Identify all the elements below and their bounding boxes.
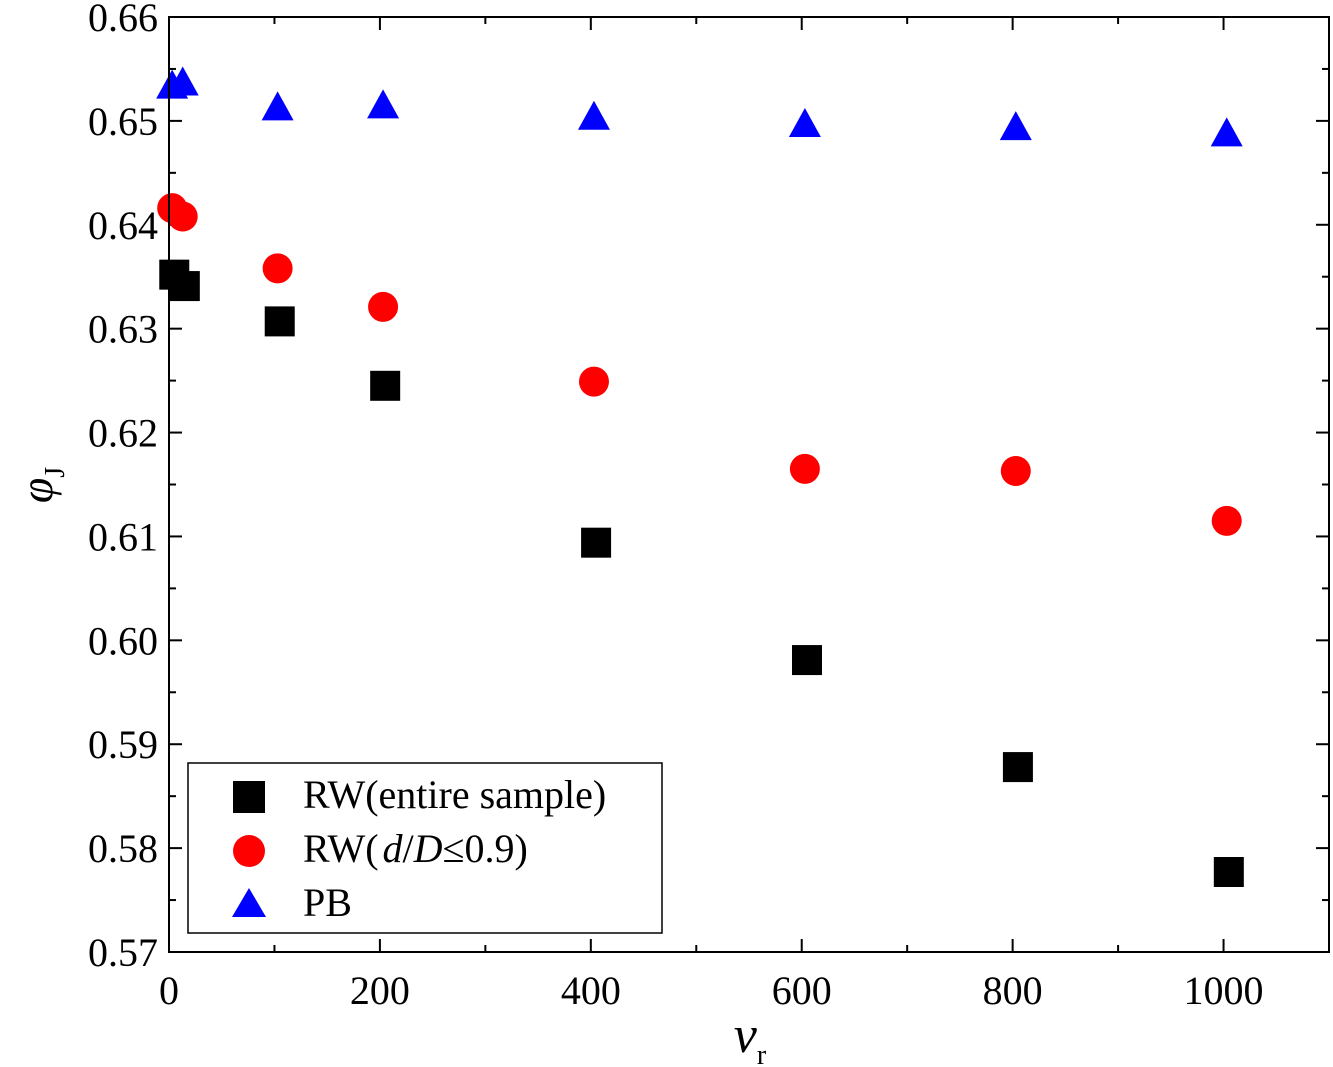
rw-d-over-d-point xyxy=(789,453,820,484)
legend-label-pb: PB xyxy=(303,880,352,925)
rw-d-over-d-point xyxy=(262,253,293,284)
y-tick-label: 0.62 xyxy=(88,411,158,456)
legend-marker-pb xyxy=(232,888,266,917)
x-tick-label: 400 xyxy=(561,968,621,1013)
x-tick-label: 800 xyxy=(983,968,1043,1013)
legend: RW(entire sample) RW(d/D≤0.9) PB xyxy=(187,762,663,934)
y-tick-label: 0.63 xyxy=(88,307,158,352)
y-axis-label: φJ xyxy=(11,467,71,503)
rw-entire-sample-point xyxy=(370,370,401,401)
rw-d-over-d-point xyxy=(578,366,609,397)
x-axis-label-symbol: v xyxy=(734,1007,758,1064)
x-axis-label: vr xyxy=(734,1007,767,1067)
rw-d-over-d-point xyxy=(368,291,399,322)
y-tick-label: 0.65 xyxy=(88,99,158,144)
y-axis-label-symbol: φ xyxy=(11,478,62,503)
x-tick-label: 1000 xyxy=(1184,968,1264,1013)
y-tick-label: 0.60 xyxy=(88,618,158,663)
rw-d-over-d-point xyxy=(1211,505,1242,536)
rw-entire-sample-point xyxy=(1213,857,1244,888)
rw-entire-sample-point xyxy=(264,306,295,337)
y-tick-label: 0.57 xyxy=(88,930,158,975)
axis-ticks xyxy=(168,16,1330,953)
rw-d-over-d-point xyxy=(167,201,198,232)
legend-label-rw-d-over-d: RW(d/D≤0.9) xyxy=(303,826,528,871)
rw-entire-sample-point xyxy=(1002,752,1033,783)
pb-point xyxy=(166,66,199,96)
pb-point xyxy=(367,89,400,119)
pb-point xyxy=(261,91,294,121)
rw-entire-sample-point xyxy=(169,271,200,302)
x-tick-label: 600 xyxy=(772,968,832,1013)
rw-entire-sample-point xyxy=(792,645,822,676)
legend-box xyxy=(187,762,663,934)
pb-point xyxy=(1210,117,1243,147)
x-axis-label-subscript: r xyxy=(757,1040,767,1067)
pb-point xyxy=(788,108,821,138)
legend-label-rw-entire-sample: RW(entire sample) xyxy=(303,772,606,817)
y-tick-label: 0.64 xyxy=(88,203,158,248)
rw-entire-sample-point xyxy=(581,527,612,558)
legend-marker-rw-entire-sample xyxy=(233,781,265,813)
x-tick-label: 200 xyxy=(350,968,410,1013)
legend-marker-rw-d-over-d xyxy=(233,835,265,867)
tick-labels: 0 200 400 600 800 1000 0.57 0.58 0.59 0.60 0.61 0.6… xyxy=(88,0,1264,1013)
pb-point xyxy=(999,111,1032,141)
y-tick-label: 0.66 xyxy=(88,0,158,40)
pb-point xyxy=(577,100,610,130)
rw-d-over-d-point xyxy=(1000,455,1031,486)
y-tick-label: 0.61 xyxy=(88,514,158,559)
plot-frame xyxy=(168,16,1330,953)
y-axis-label-subscript: J xyxy=(40,467,71,478)
x-tick-label: 0 xyxy=(159,968,179,1013)
data-markers xyxy=(156,66,1244,888)
y-tick-label: 0.59 xyxy=(88,722,158,767)
y-tick-label: 0.58 xyxy=(88,826,158,871)
